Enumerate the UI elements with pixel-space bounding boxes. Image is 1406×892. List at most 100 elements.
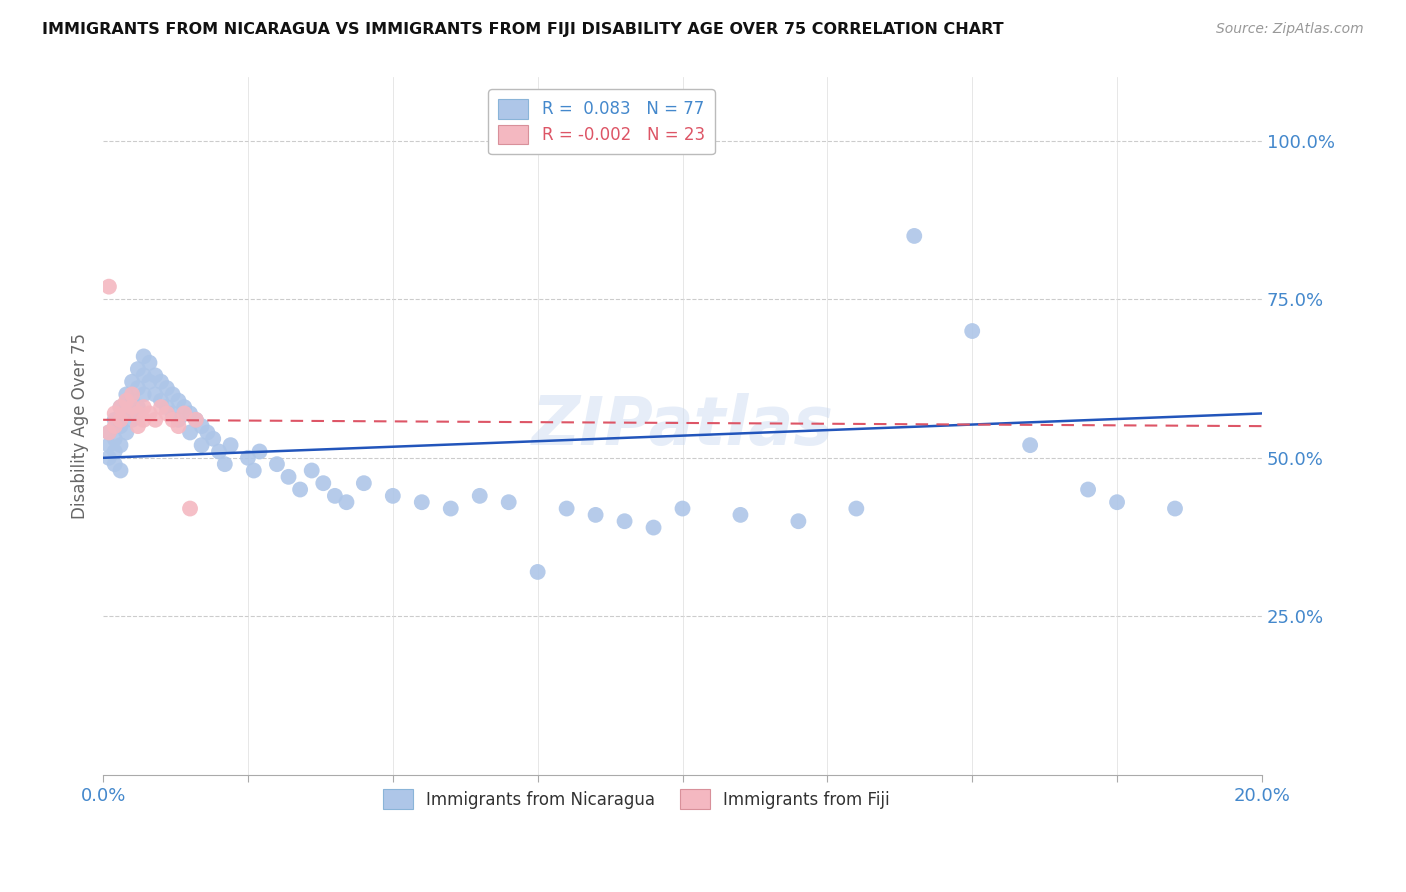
Point	[960, 324, 983, 338]
Text: IMMIGRANTS FROM NICARAGUA VS IMMIGRANTS FROM FIJI DISABILITY AGE OVER 75 CORRELA: IMMIGRANTS FROM NICARAGUA VS IMMIGRANTS …	[42, 22, 1004, 37]
Point	[97, 438, 120, 452]
Point	[190, 438, 212, 452]
Point	[323, 489, 346, 503]
Point	[277, 470, 299, 484]
Point	[156, 400, 179, 414]
Point	[132, 368, 155, 383]
Point	[498, 495, 520, 509]
Point	[138, 375, 160, 389]
Point	[167, 413, 190, 427]
Point	[104, 413, 127, 427]
Point	[115, 387, 138, 401]
Point	[197, 425, 219, 440]
Point	[585, 508, 607, 522]
Point	[143, 387, 166, 401]
Point	[1019, 438, 1042, 452]
Point	[132, 350, 155, 364]
Point	[173, 400, 195, 414]
Point	[526, 565, 548, 579]
Point	[179, 407, 201, 421]
Point	[138, 407, 160, 421]
Point	[730, 508, 752, 522]
Point	[162, 387, 184, 401]
Point	[162, 407, 184, 421]
Point	[143, 368, 166, 383]
Point	[104, 432, 127, 446]
Point	[156, 381, 179, 395]
Point	[156, 407, 179, 421]
Point	[266, 457, 288, 471]
Point	[115, 407, 138, 421]
Point	[1164, 501, 1187, 516]
Point	[202, 432, 225, 446]
Point	[190, 419, 212, 434]
Point	[115, 425, 138, 440]
Point	[787, 514, 810, 528]
Point	[115, 407, 138, 421]
Point	[903, 229, 925, 244]
Point	[121, 375, 143, 389]
Point	[845, 501, 868, 516]
Point	[138, 356, 160, 370]
Point	[249, 444, 271, 458]
Point	[127, 381, 149, 395]
Point	[110, 400, 132, 414]
Point	[143, 413, 166, 427]
Point	[643, 520, 665, 534]
Point	[127, 362, 149, 376]
Point	[121, 400, 143, 414]
Point	[127, 419, 149, 434]
Point	[104, 457, 127, 471]
Point	[219, 438, 242, 452]
Point	[110, 438, 132, 452]
Point	[381, 489, 404, 503]
Point	[104, 407, 127, 421]
Point	[121, 387, 143, 401]
Text: Source: ZipAtlas.com: Source: ZipAtlas.com	[1216, 22, 1364, 37]
Point	[671, 501, 693, 516]
Point	[242, 463, 264, 477]
Point	[335, 495, 357, 509]
Point	[288, 483, 311, 497]
Text: ZIPatlas: ZIPatlas	[531, 393, 834, 459]
Point	[127, 400, 149, 414]
Point	[110, 413, 132, 427]
Point	[167, 393, 190, 408]
Point	[1077, 483, 1099, 497]
Point	[97, 450, 120, 465]
Point	[121, 413, 143, 427]
Point	[179, 425, 201, 440]
Point	[110, 463, 132, 477]
Point	[184, 413, 207, 427]
Point	[173, 407, 195, 421]
Point	[353, 476, 375, 491]
Legend: Immigrants from Nicaragua, Immigrants from Fiji: Immigrants from Nicaragua, Immigrants fr…	[375, 782, 897, 815]
Point	[97, 425, 120, 440]
Point	[104, 444, 127, 458]
Point	[132, 400, 155, 414]
Point	[179, 501, 201, 516]
Point	[127, 407, 149, 421]
Point	[1105, 495, 1128, 509]
Point	[104, 419, 127, 434]
Point	[184, 413, 207, 427]
Point	[440, 501, 463, 516]
Point	[132, 413, 155, 427]
Point	[613, 514, 636, 528]
Point	[110, 400, 132, 414]
Point	[162, 413, 184, 427]
Point	[150, 393, 173, 408]
Point	[115, 393, 138, 408]
Point	[301, 463, 323, 477]
Point	[236, 450, 259, 465]
Point	[411, 495, 433, 509]
Point	[97, 279, 120, 293]
Point	[214, 457, 236, 471]
Point	[97, 425, 120, 440]
Point	[167, 419, 190, 434]
Point	[208, 444, 231, 458]
Point	[110, 419, 132, 434]
Point	[555, 501, 578, 516]
Point	[121, 393, 143, 408]
Point	[150, 400, 173, 414]
